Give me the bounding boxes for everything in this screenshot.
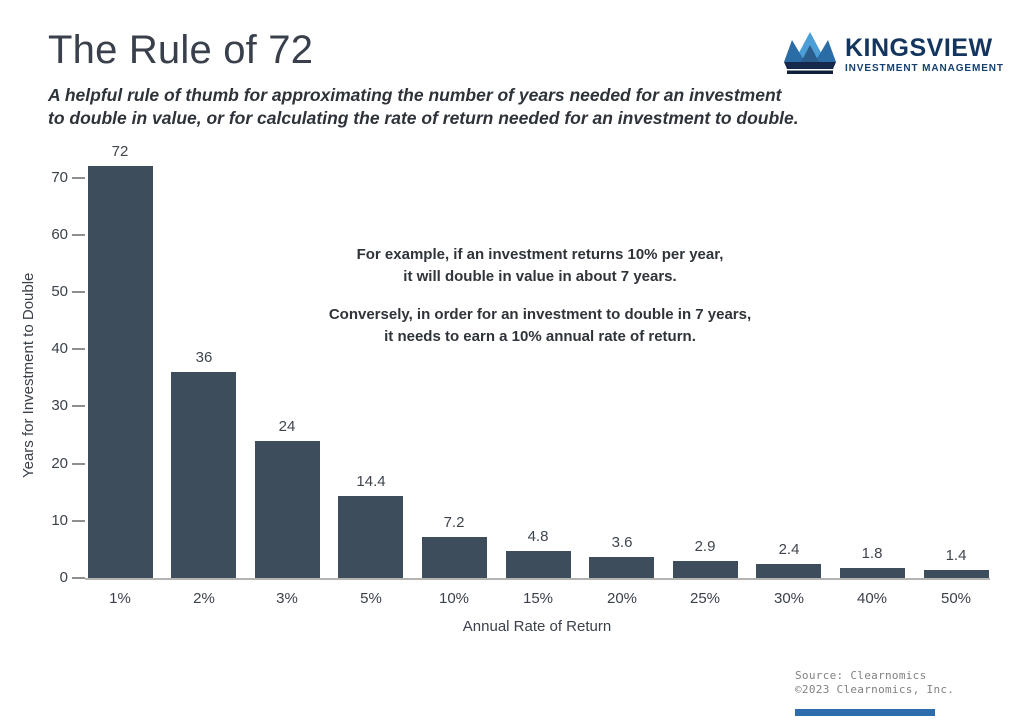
page-title: The Rule of 72 [48,28,314,72]
bar [171,372,236,578]
x-tick-label: 2% [193,590,215,607]
bar-value-label: 72 [111,143,129,160]
bar-value-label: 7.2 [443,514,465,531]
y-tick-label: 70 [51,169,68,186]
x-tick-label: 5% [360,590,382,607]
y-tick-mark [72,520,85,522]
y-tick-label: 50 [51,283,68,300]
y-tick-mark [72,463,85,465]
logo-text: KINGSVIEW INVESTMENT MANAGEMENT [845,32,1004,74]
x-tick-label: 30% [773,590,805,607]
clearnomics-brand-bar [795,709,935,716]
x-axis-line [85,578,990,580]
x-tick-label: 3% [276,590,298,607]
bar [422,537,487,578]
bar [673,561,738,578]
source-line-2: ©2023 Clearnomics, Inc. [795,683,955,696]
annotation-line-3: Conversely, in order for an investment t… [328,306,752,323]
bar [589,557,654,578]
x-axis-title: Annual Rate of Return [462,618,612,635]
y-tick-label: 0 [59,569,68,586]
y-tick-mark [72,577,85,579]
annotation-line-4: it needs to earn a 10% annual rate of re… [384,328,696,345]
x-tick-label: 1% [109,590,131,607]
rule-of-72-bar-chart: Years for Investment to Double Annual Ra… [0,140,1024,660]
bar [840,568,905,578]
bar-value-label: 2.9 [694,538,716,555]
source-line-1: Source: Clearnomics [795,669,927,682]
x-tick-label: 15% [522,590,554,607]
bar-value-label: 24 [278,418,296,435]
x-tick-label: 40% [856,590,888,607]
bar [924,570,989,578]
subtitle-line-1: A helpful rule of thumb for approximatin… [48,85,782,105]
kingsview-logo: KINGSVIEW INVESTMENT MANAGEMENT [784,32,1004,82]
logo-tagline: INVESTMENT MANAGEMENT [845,63,1004,74]
bar-value-label: 1.4 [945,547,967,564]
page-subtitle: A helpful rule of thumb for approximatin… [48,84,799,130]
bar-value-label: 4.8 [527,528,549,545]
y-tick-mark [72,348,85,350]
bar-value-label: 3.6 [611,534,633,551]
x-tick-label: 20% [606,590,638,607]
y-tick-label: 60 [51,226,68,243]
subtitle-line-2: to double in value, or for calculating t… [48,108,799,128]
y-tick-mark [72,405,85,407]
annotation-line-2: it will double in value in about 7 years… [403,268,677,285]
bar [88,166,153,578]
source-attribution: Source: Clearnomics ©2023 Clearnomics, I… [795,669,954,697]
bar-value-label: 1.8 [861,545,883,562]
annotation-line-1: For example, if an investment returns 10… [356,246,724,263]
bar [255,441,320,578]
x-tick-label: 25% [689,590,721,607]
bar-value-label: 2.4 [778,541,800,558]
x-tick-label: 50% [940,590,972,607]
y-tick-label: 30 [51,397,68,414]
y-tick-label: 10 [51,512,68,529]
bar-value-label: 36 [195,349,213,366]
y-axis-title: Years for Investment to Double [20,272,37,479]
bar [506,551,571,578]
y-tick-label: 20 [51,455,68,472]
bar [338,496,403,578]
y-tick-mark [72,291,85,293]
chart-annotation: For example, if an investment returns 10… [265,244,815,348]
y-tick-label: 40 [51,340,68,357]
logo-name: KINGSVIEW [845,34,993,62]
bar-value-label: 14.4 [356,473,386,490]
crown-icon [784,32,836,82]
y-tick-mark [72,177,85,179]
y-tick-mark [72,234,85,236]
bar [756,564,821,578]
x-tick-label: 10% [438,590,470,607]
